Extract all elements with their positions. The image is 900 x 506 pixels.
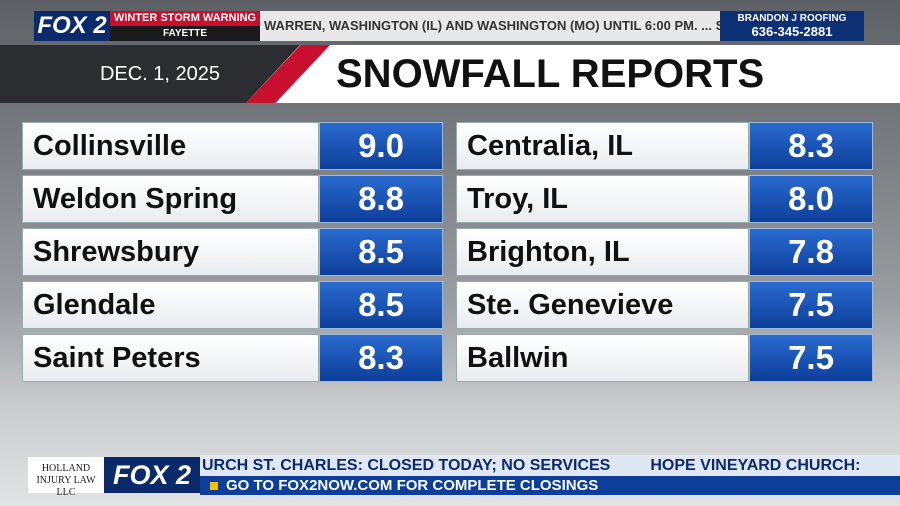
snowfall: 7.5 — [749, 281, 873, 329]
alert-type: WINTER STORM WARNING — [110, 11, 260, 26]
snowfall: 8.3 — [749, 122, 873, 170]
sponsor-logo: HOLLAND INJURY LAW LLC — [28, 457, 104, 498]
location: Saint Peters — [22, 334, 319, 382]
snowfall: 8.5 — [319, 281, 443, 329]
location: Glendale — [22, 281, 319, 329]
snowfall: 9.0 — [319, 122, 443, 170]
sponsor-name: BRANDON J ROOFING — [737, 13, 847, 24]
snowfall: 8.8 — [319, 175, 443, 223]
closing-item: HOPE VINEYARD CHURCH: — [650, 457, 861, 474]
location: Collinsville — [22, 122, 319, 170]
location: Troy, IL — [456, 175, 749, 223]
closings-ticker: URCH ST. CHARLES: CLOSED TODAY; NO SERVI… — [200, 455, 900, 476]
sponsor: BRANDON J ROOFING 636-345-2881 — [720, 11, 864, 41]
location: Ballwin — [456, 334, 749, 382]
station-logo: FOX 2 — [34, 11, 110, 41]
snowfall: 7.8 — [749, 228, 873, 276]
snowfall: 8.0 — [749, 175, 873, 223]
alert-ticker: WARREN, WASHINGTON (IL) AND WASHINGTON (… — [260, 11, 720, 41]
location: Shrewsbury — [22, 228, 319, 276]
location: Centralia, IL — [456, 122, 749, 170]
alert-area: FAYETTE — [110, 26, 260, 41]
snowfall: 8.5 — [319, 228, 443, 276]
station-logo: FOX 2 — [104, 457, 200, 493]
sponsor-phone: 636-345-2881 — [751, 24, 833, 39]
location: Weldon Spring — [22, 175, 319, 223]
bullet — [210, 482, 218, 490]
date: DEC. 1, 2025 — [99, 63, 221, 85]
location: Ste. Genevieve — [456, 281, 749, 329]
title: SNOWFALL REPORTS — [336, 52, 765, 96]
closings-link: GO TO FOX2NOW.COM FOR COMPLETE CLOSINGS — [200, 476, 900, 495]
snowfall: 8.3 — [319, 334, 443, 382]
snowfall: 7.5 — [749, 334, 873, 382]
date-panel — [0, 45, 300, 103]
closing-item: URCH ST. CHARLES: CLOSED TODAY; NO SERVI… — [202, 457, 611, 474]
link-text: GO TO FOX2NOW.COM FOR COMPLETE CLOSINGS — [226, 477, 599, 494]
location: Brighton, IL — [456, 228, 749, 276]
